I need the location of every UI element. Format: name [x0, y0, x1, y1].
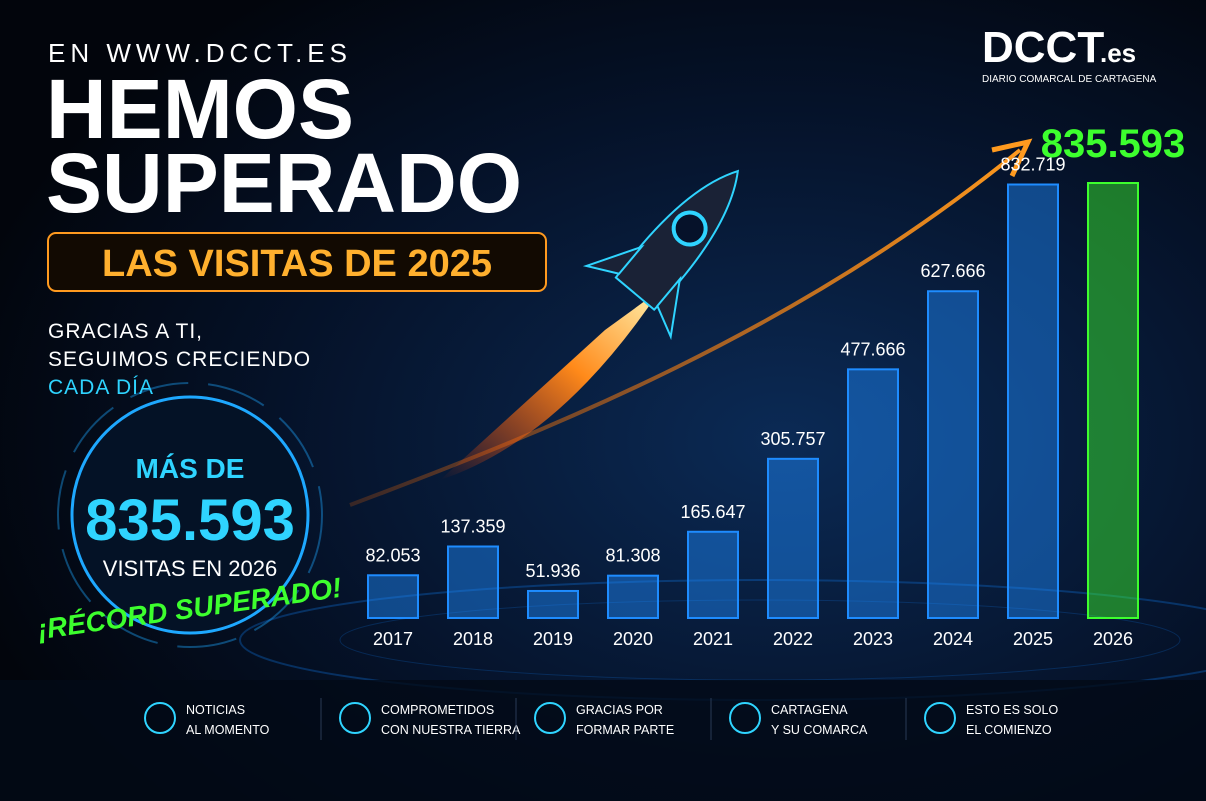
- bar: [767, 457, 819, 619]
- bar: [687, 530, 739, 620]
- url: EN WWW.DCCT.ES: [48, 38, 352, 68]
- x-tick-label: 2023: [853, 629, 893, 649]
- feature-text: COMPROMETIDOS: [381, 703, 494, 717]
- x-tick-label: 2021: [693, 629, 733, 649]
- value-label: 165.647: [680, 502, 745, 522]
- value-label: 627.666: [920, 261, 985, 281]
- value-label: 82.053: [365, 545, 420, 565]
- x-tick-label: 2019: [533, 629, 573, 649]
- bar: [1007, 183, 1059, 619]
- feature-icon: [924, 702, 956, 734]
- bar: [607, 574, 659, 619]
- x-tick-label: 2018: [453, 629, 493, 649]
- x-tick-label: 2025: [1013, 629, 1053, 649]
- title-line: HEMOS: [46, 62, 354, 156]
- feature-icon: [144, 702, 176, 734]
- tagline: CADA DÍA: [48, 376, 154, 399]
- bar: [447, 545, 499, 619]
- logo-suffix: .es: [1100, 38, 1136, 68]
- x-tick-label: 2022: [773, 629, 813, 649]
- badge: LAS VISITAS DE 2025: [102, 243, 492, 285]
- growth-arrow: [349, 148, 1022, 507]
- value-label: 832.719: [1000, 154, 1065, 174]
- highlight-number: 835.593: [85, 488, 295, 553]
- x-tick-label: 2020: [613, 629, 653, 649]
- features: NOTICIAS AL MOMENTO COMPROMETIDOS CON NUEST…: [0, 680, 1206, 801]
- value-label: 81.308: [605, 546, 660, 566]
- feature-text: EL COMIENZO: [966, 723, 1052, 737]
- arrow-head: [991, 138, 1033, 178]
- feature-icon: [729, 702, 761, 734]
- bar: [927, 290, 979, 619]
- value-label: 477.666: [840, 339, 905, 359]
- x-tick-label: 2026: [1093, 629, 1133, 649]
- feature-text: CARTAGENA: [771, 703, 848, 717]
- feature-text: AL MOMENTO: [186, 723, 270, 737]
- x-tick-label: 2017: [373, 629, 413, 649]
- rocket: [582, 169, 740, 341]
- value-label: 305.757: [760, 429, 825, 449]
- bar: [527, 589, 579, 619]
- badge-box: [47, 232, 547, 292]
- highlight-caption: VISITAS EN 2026: [103, 556, 277, 581]
- feature-text: ESTO ES SOLO: [966, 703, 1058, 717]
- bar: [1087, 182, 1139, 619]
- title-line: SUPERADO: [46, 136, 522, 230]
- feature-icon: [339, 702, 371, 734]
- feature-text: CON NUESTRA TIERRA: [381, 723, 521, 737]
- value-label: 137.359: [440, 516, 505, 536]
- bar: [847, 368, 899, 619]
- value-label: 835.593: [1041, 122, 1186, 166]
- feature-text: NOTICIAS: [186, 703, 245, 717]
- feature-text: FORMAR PARTE: [576, 723, 674, 737]
- bar: [367, 574, 419, 620]
- highlight-ring: [57, 382, 323, 648]
- value-label: 51.936: [525, 561, 580, 581]
- feature-icon: [534, 702, 566, 734]
- bar-chart: 82.053 2017 137.359 2018 51.936 2019 81.308 202…: [365, 122, 1185, 649]
- logo-subtitle: DIARIO COMARCAL DE CARTAGENA: [982, 74, 1157, 85]
- rocket-flame: [440, 290, 660, 480]
- x-tick-label: 2024: [933, 629, 973, 649]
- tagline: GRACIAS A TI,: [48, 320, 203, 343]
- highlight-ring: [70, 395, 310, 635]
- highlight-prefix: MÁS DE: [136, 453, 245, 484]
- logo-name: DCCT: [982, 23, 1104, 72]
- features-bar: [0, 680, 1206, 801]
- feature-text: Y SU COMARCA: [771, 723, 868, 737]
- feature-text: GRACIAS POR: [576, 703, 663, 717]
- tagline: SEGUIMOS CRECIENDO: [48, 348, 311, 371]
